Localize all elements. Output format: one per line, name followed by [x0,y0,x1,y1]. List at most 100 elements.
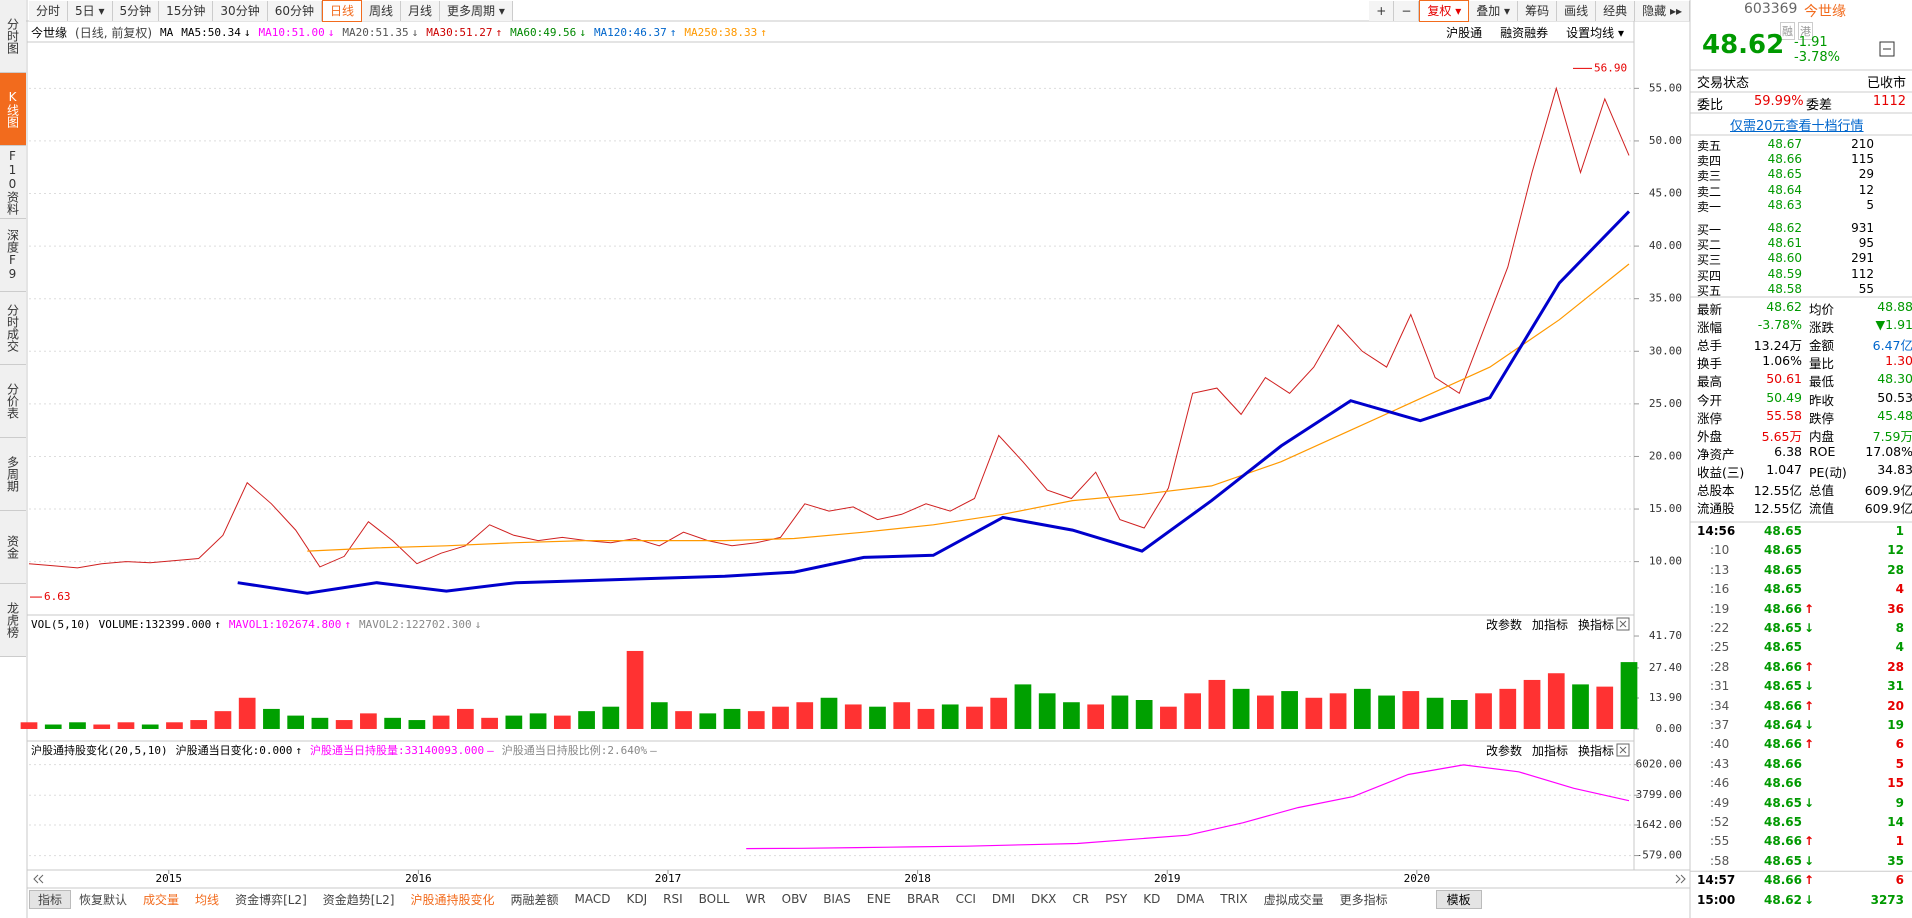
period-toolbar: 分时 5日 ▾ 5分钟 15分钟 30分钟 60分钟 日线 周线 月线 更多周期 ▾ [29,0,513,22]
indicator-button[interactable]: 换指标 [1577,617,1614,632]
sidebar-tab[interactable]: F10资料 [0,146,26,219]
indicator-button[interactable]: 换指标 [1577,743,1614,758]
indicator-tab[interactable]: 两融差额 [510,892,559,907]
indicator-tab[interactable]: 均线 [195,892,220,907]
indicator-tab[interactable]: RSI [663,892,683,906]
indicator-tab[interactable]: DMA [1176,892,1205,906]
indicator-tab[interactable]: 资金趋势[L2] [322,892,395,907]
period-tab[interactable]: 5日 ▾ [68,0,113,21]
indicator-tab[interactable]: 更多指标 [1339,892,1388,907]
chart-link[interactable]: 设置均线 ▾ [1566,25,1624,40]
indicator-tab[interactable]: BIAS [823,892,851,906]
period-tab[interactable]: 日线 [321,0,362,22]
tick-arrow: ↓ [1804,795,1815,810]
sidebar-tab[interactable]: 资金 [0,511,26,584]
indicator-tab[interactable]: OBV [781,892,808,906]
tick-time: 15:00 [1697,892,1736,907]
stat-label: 量比 [1809,356,1835,372]
template-button[interactable]: 模板 [1435,889,1482,909]
sidebar-tab[interactable]: 分价表 [0,365,26,438]
volume-bar [941,704,959,729]
indicator-tab[interactable]: 恢复默认 [79,892,128,907]
tick-time: :13 [1710,562,1730,577]
indicator-button[interactable]: 加指标 [1531,617,1568,632]
indicator-tab[interactable]: 虚拟成交量 [1263,892,1324,907]
ma-item: MA60:49.56 ↓ [510,26,586,39]
period-tab[interactable]: 周线 [362,0,402,21]
close-icon [1616,617,1630,631]
tool-button[interactable]: − [1394,0,1420,21]
stat-label: ROE [1809,443,1836,459]
ma-arrow: ↓ [579,25,586,39]
chart-link[interactable]: 沪股通 [1446,25,1483,40]
tool-button[interactable]: 经典 [1596,0,1636,21]
period-tab[interactable]: 60分钟 [267,0,322,21]
sidebar-tab[interactable]: 深度F9 [0,219,26,292]
tick-price: 48.65 [1764,640,1802,655]
stat-value: 1.06% [1762,353,1802,369]
tool-button[interactable]: 筹码 [1518,0,1558,21]
tool-button[interactable]: 画线 [1557,0,1597,21]
indicator-tab[interactable]: KD [1143,892,1161,906]
indicator-arrow: – [650,744,657,757]
tool-button[interactable]: + [1369,0,1395,21]
indicator-tab[interactable]: DKX [1031,892,1057,906]
tick-arrow: ↑ [1804,873,1815,888]
stat-value: 45.48 [1877,407,1912,423]
indicator-tab[interactable]: 成交量 [143,892,180,907]
indicator-tab[interactable]: CR [1072,892,1090,906]
period-tab[interactable]: 15分钟 [159,0,214,21]
sidebar-tab[interactable]: 分时图 [0,0,26,73]
indicator-tab[interactable]: 资金博弈[L2] [235,892,307,907]
indicator-tab[interactable]: WR [745,892,766,906]
indicator-tab[interactable]: BOLL [698,892,730,906]
period-tab[interactable]: 月线 [401,0,441,21]
period-tab[interactable]: 分时 [29,0,69,21]
y-tick-label: 50.00 [1649,134,1682,147]
indicator-button[interactable]: 改参数 [1485,617,1522,632]
stat-value: 55.58 [1766,407,1802,423]
sidebar-tab[interactable]: K线图 [0,73,26,146]
tick-volume: 19 [1887,718,1904,732]
volume-bar [1014,684,1032,729]
stat-label: 涨幅 [1697,320,1723,336]
period-tab[interactable]: 30分钟 [213,0,268,21]
indicator-tab[interactable]: PSY [1105,892,1128,906]
indicator-tab[interactable]: DMI [991,892,1016,906]
sidebar-tab[interactable]: 分时成交 [0,292,26,365]
book-label: 买五 [1697,283,1722,298]
indicator-tab[interactable]: MACD [574,892,611,906]
volume-bar [44,724,62,729]
ma-item: MA250:38.33 ↑ [684,26,766,39]
tick-price: 48.66 [1764,737,1802,752]
indicator-tab[interactable]: CCI [955,892,976,906]
indicator-tab[interactable]: ENE [866,892,891,906]
sidebar-tab[interactable]: 龙虎榜 [0,584,26,657]
period-tab[interactable]: 5分钟 [112,0,160,21]
tool-button[interactable]: 叠加 ▾ [1469,0,1519,21]
y-tick-label: 55.00 [1649,81,1682,94]
volume-bar [1135,700,1153,729]
indicator-tab[interactable]: KDJ [626,892,648,906]
indicator-tab[interactable]: 指标 [29,889,72,909]
indicator-button[interactable]: 加指标 [1531,743,1568,758]
upgrade-link[interactable]: 仅需20元查看十档行情 [1730,119,1864,134]
tool-button[interactable]: 隐藏 ▸▸ [1635,0,1690,21]
tool-button[interactable]: 复权 ▾ [1419,0,1470,22]
period-tab[interactable]: 更多周期 ▾ [440,0,513,21]
volume-bar [1353,688,1371,729]
indicator-tab[interactable]: BRAR [906,892,940,906]
volume-bar [747,711,765,729]
chart-link[interactable]: 融资融券 [1500,25,1549,40]
volume-bar [1523,679,1541,729]
sidebar-tab[interactable]: 多周期 [0,438,26,511]
volume-bar [360,713,377,729]
tick-time: 14:56 [1697,524,1736,538]
y-tick-label: 15.00 [1649,502,1682,515]
stat-value: 6.47亿 [1872,338,1912,354]
indicator-button[interactable]: 改参数 [1485,743,1522,758]
tick-arrow: ↑ [1804,698,1815,713]
indicator-tab[interactable]: TRIX [1220,892,1248,906]
indicator-tab[interactable]: 沪股通持股变化 [410,892,495,907]
high-label: 56.90 [1594,61,1627,74]
